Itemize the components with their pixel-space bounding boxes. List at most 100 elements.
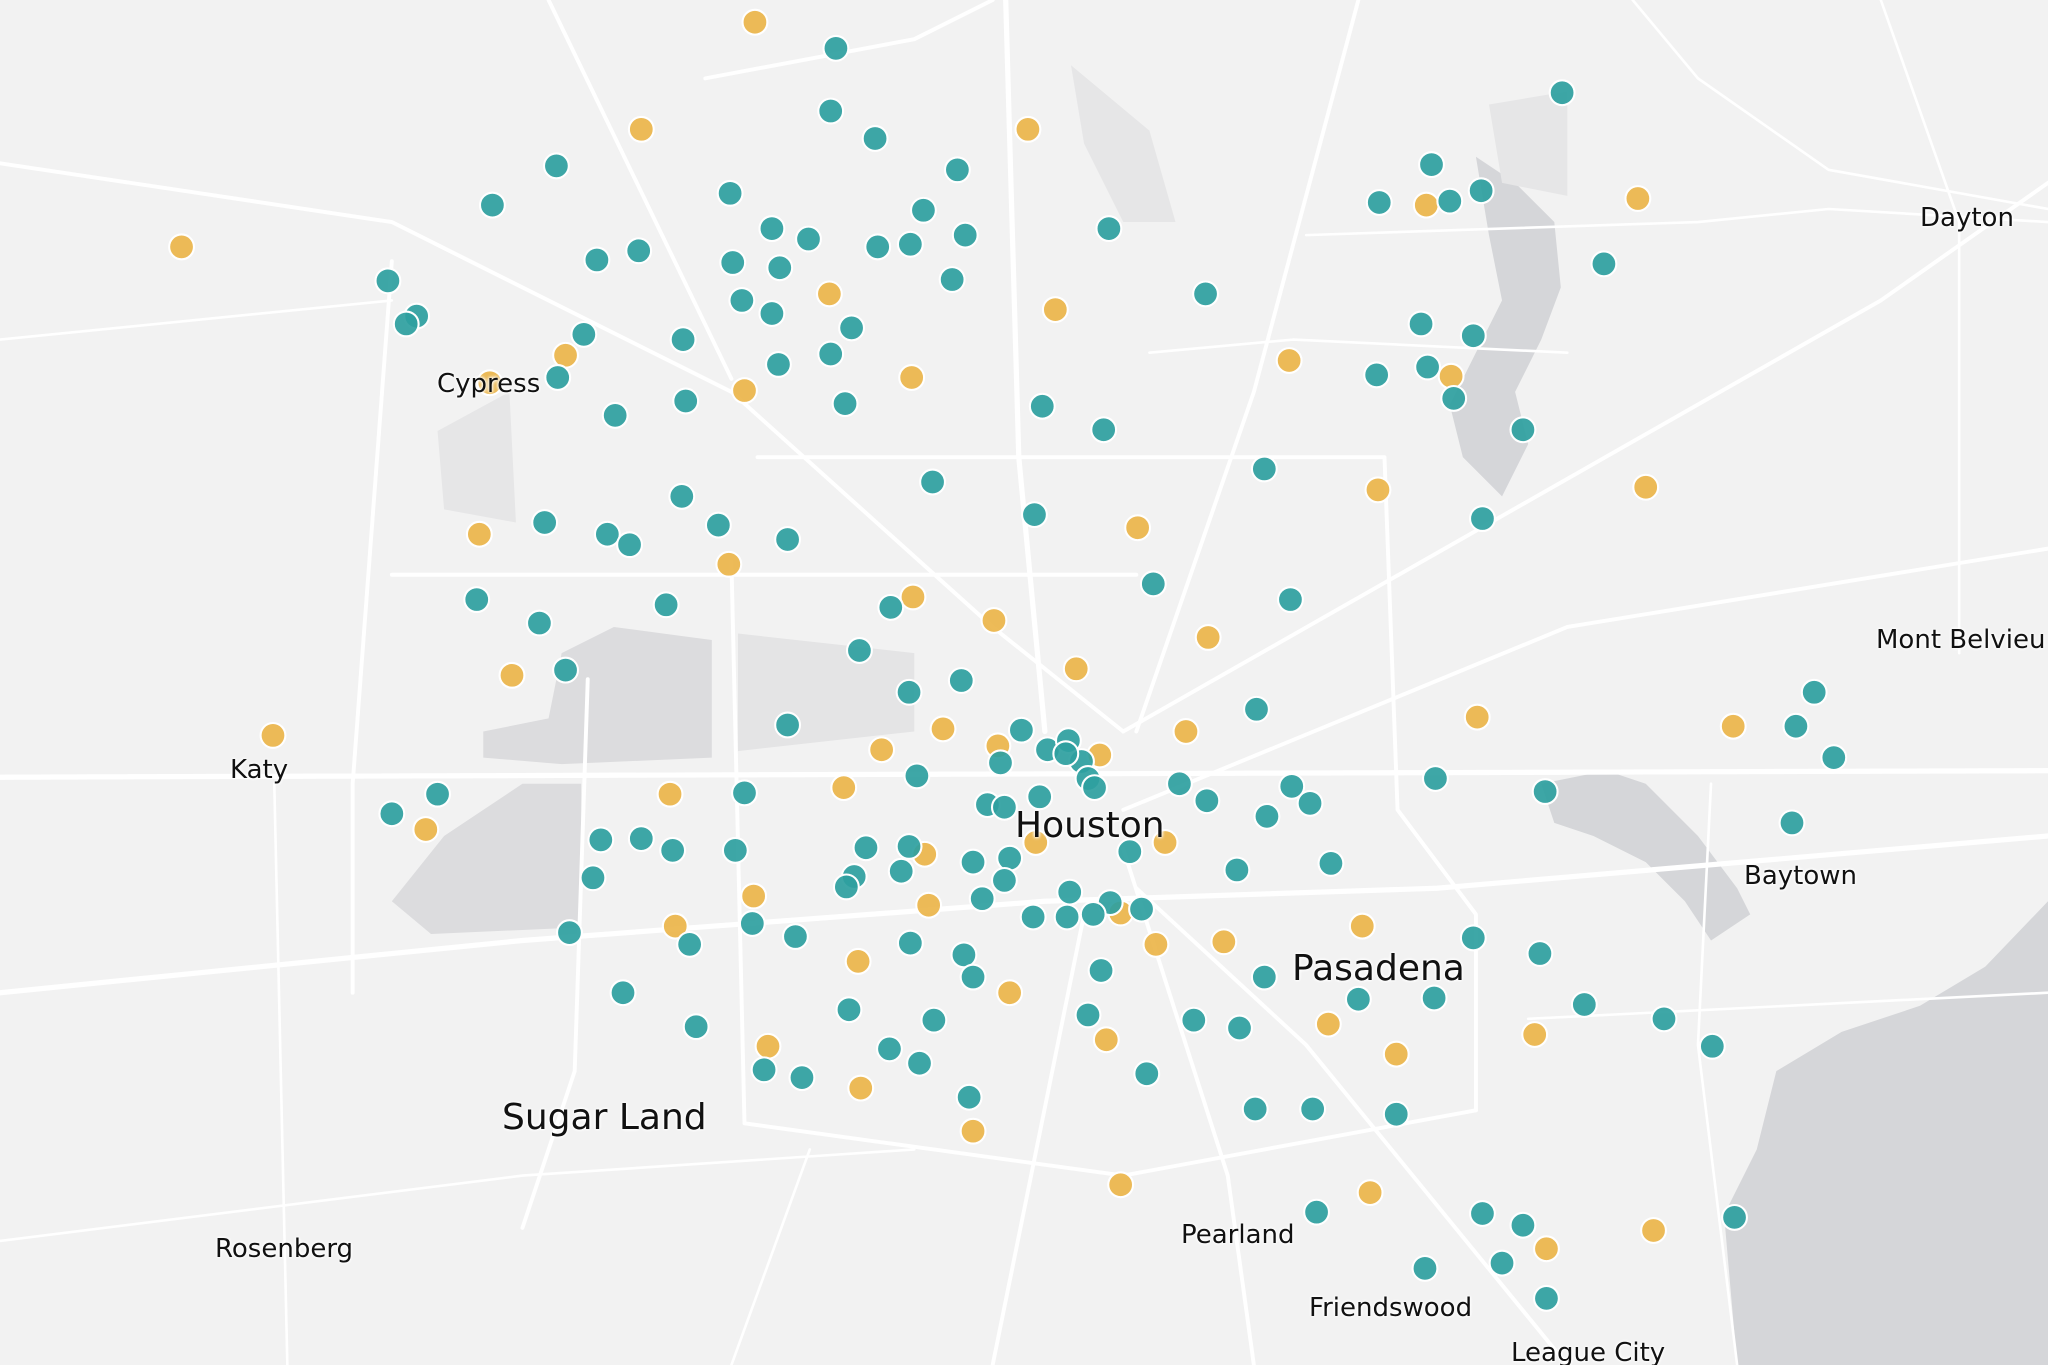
map-marker-teal[interactable] xyxy=(896,230,924,258)
map-marker-orange[interactable] xyxy=(996,979,1024,1007)
map-marker-teal[interactable] xyxy=(1250,963,1278,991)
map-marker-orange[interactable] xyxy=(476,369,504,397)
map-marker-orange[interactable] xyxy=(1172,718,1200,745)
map-marker-teal[interactable] xyxy=(1436,187,1464,215)
map-marker-orange[interactable] xyxy=(929,715,957,743)
map-marker-orange[interactable] xyxy=(959,1117,987,1145)
map-marker-teal[interactable] xyxy=(1056,878,1084,906)
map-marker-orange[interactable] xyxy=(1348,912,1376,940)
map-marker-orange[interactable] xyxy=(1151,829,1179,856)
map-marker-orange[interactable] xyxy=(1624,185,1652,212)
map-marker-orange[interactable] xyxy=(1640,1217,1668,1244)
map-marker-teal[interactable] xyxy=(987,749,1014,777)
map-marker-orange[interactable] xyxy=(715,550,743,578)
map-marker-teal[interactable] xyxy=(542,152,570,180)
map-marker-teal[interactable] xyxy=(758,300,786,327)
map-marker-teal[interactable] xyxy=(672,387,700,415)
map-marker-orange[interactable] xyxy=(740,882,768,910)
map-marker-orange[interactable] xyxy=(844,947,872,975)
map-marker-teal[interactable] xyxy=(1509,416,1537,444)
map-marker-teal[interactable] xyxy=(1139,570,1167,598)
map-marker-teal[interactable] xyxy=(1411,1254,1439,1282)
map-marker-teal[interactable] xyxy=(750,1056,778,1084)
map-marker-teal[interactable] xyxy=(950,941,978,969)
map-marker-teal[interactable] xyxy=(1095,215,1123,243)
map-marker-teal[interactable] xyxy=(1079,900,1107,928)
map-marker-teal[interactable] xyxy=(374,267,402,295)
map-marker-teal[interactable] xyxy=(906,1049,933,1077)
map-marker-orange[interactable] xyxy=(731,377,758,405)
map-marker-teal[interactable] xyxy=(424,780,452,808)
map-marker-orange[interactable] xyxy=(1632,473,1660,501)
map-marker-orange[interactable] xyxy=(1314,1010,1342,1038)
map-marker-teal[interactable] xyxy=(1253,802,1281,830)
map-marker-teal[interactable] xyxy=(1407,310,1435,338)
map-marker-orange[interactable] xyxy=(915,891,943,919)
map-marker-teal[interactable] xyxy=(392,310,420,338)
map-marker-teal[interactable] xyxy=(781,923,809,951)
map-marker-orange[interactable] xyxy=(1194,623,1222,651)
map-marker-teal[interactable] xyxy=(959,848,987,876)
map-marker-teal[interactable] xyxy=(1468,1200,1496,1227)
map-marker-teal[interactable] xyxy=(659,836,687,864)
map-marker-orange[interactable] xyxy=(1382,1040,1410,1068)
map-marker-orange[interactable] xyxy=(552,341,580,369)
map-marker-teal[interactable] xyxy=(1317,849,1345,877)
map-marker-teal[interactable] xyxy=(955,1083,983,1111)
map-marker-teal[interactable] xyxy=(795,225,822,253)
map-marker-orange[interactable] xyxy=(1107,1171,1135,1199)
map-marker-teal[interactable] xyxy=(1459,924,1487,952)
map-marker-teal[interactable] xyxy=(1698,1032,1726,1060)
map-marker-teal[interactable] xyxy=(1363,361,1391,389)
map-marker-teal[interactable] xyxy=(887,857,915,885)
map-marker-teal[interactable] xyxy=(593,520,621,548)
map-marker-teal[interactable] xyxy=(668,482,696,510)
map-marker-teal[interactable] xyxy=(1721,1203,1748,1231)
map-marker-orange[interactable] xyxy=(656,780,684,808)
map-marker-orange[interactable] xyxy=(815,280,843,308)
map-marker-teal[interactable] xyxy=(463,586,491,614)
map-marker-teal[interactable] xyxy=(1468,505,1496,533)
map-marker-teal[interactable] xyxy=(774,526,802,553)
map-marker-teal[interactable] xyxy=(1459,322,1487,350)
map-marker-teal[interactable] xyxy=(938,266,966,293)
map-marker-orange[interactable] xyxy=(1062,655,1090,683)
map-marker-teal[interactable] xyxy=(895,678,923,706)
map-marker-teal[interactable] xyxy=(1133,1060,1161,1088)
map-marker-teal[interactable] xyxy=(909,196,937,224)
map-marker-teal[interactable] xyxy=(877,593,905,621)
map-marker-orange[interactable] xyxy=(847,1074,875,1102)
map-marker-teal[interactable] xyxy=(832,873,860,901)
map-marker-teal[interactable] xyxy=(625,237,653,265)
map-marker-orange[interactable] xyxy=(498,661,526,689)
map-marker-teal[interactable] xyxy=(990,866,1018,894)
map-marker-teal[interactable] xyxy=(676,930,704,958)
map-marker-orange[interactable] xyxy=(661,912,689,940)
map-marker-teal[interactable] xyxy=(835,996,863,1024)
map-marker-teal[interactable] xyxy=(704,511,732,539)
map-marker-teal[interactable] xyxy=(1165,770,1193,798)
map-marker-teal[interactable] xyxy=(766,254,794,282)
map-marker-orange[interactable] xyxy=(1412,191,1440,219)
map-marker-orange[interactable] xyxy=(1275,347,1303,374)
map-marker-teal[interactable] xyxy=(719,249,747,277)
map-marker-teal[interactable] xyxy=(544,364,572,391)
map-marker-orange[interactable] xyxy=(980,607,1008,634)
map-marker-teal[interactable] xyxy=(947,667,975,694)
map-marker-teal[interactable] xyxy=(1548,79,1576,107)
map-marker-teal[interactable] xyxy=(1590,250,1618,278)
map-marker-teal[interactable] xyxy=(552,656,580,684)
map-marker-teal[interactable] xyxy=(579,864,607,892)
map-marker-teal[interactable] xyxy=(1299,1095,1327,1123)
map-marker-teal[interactable] xyxy=(1800,678,1828,706)
map-marker-teal[interactable] xyxy=(738,910,766,937)
map-marker-teal[interactable] xyxy=(587,826,615,854)
map-marker-teal[interactable] xyxy=(838,314,866,342)
map-marker-teal[interactable] xyxy=(1053,903,1081,931)
map-marker-teal[interactable] xyxy=(669,326,697,354)
map-marker-orange[interactable] xyxy=(1532,1235,1560,1263)
map-marker-orange[interactable] xyxy=(412,815,440,843)
map-marker-teal[interactable] xyxy=(822,34,850,62)
map-marker-teal[interactable] xyxy=(1344,985,1372,1013)
